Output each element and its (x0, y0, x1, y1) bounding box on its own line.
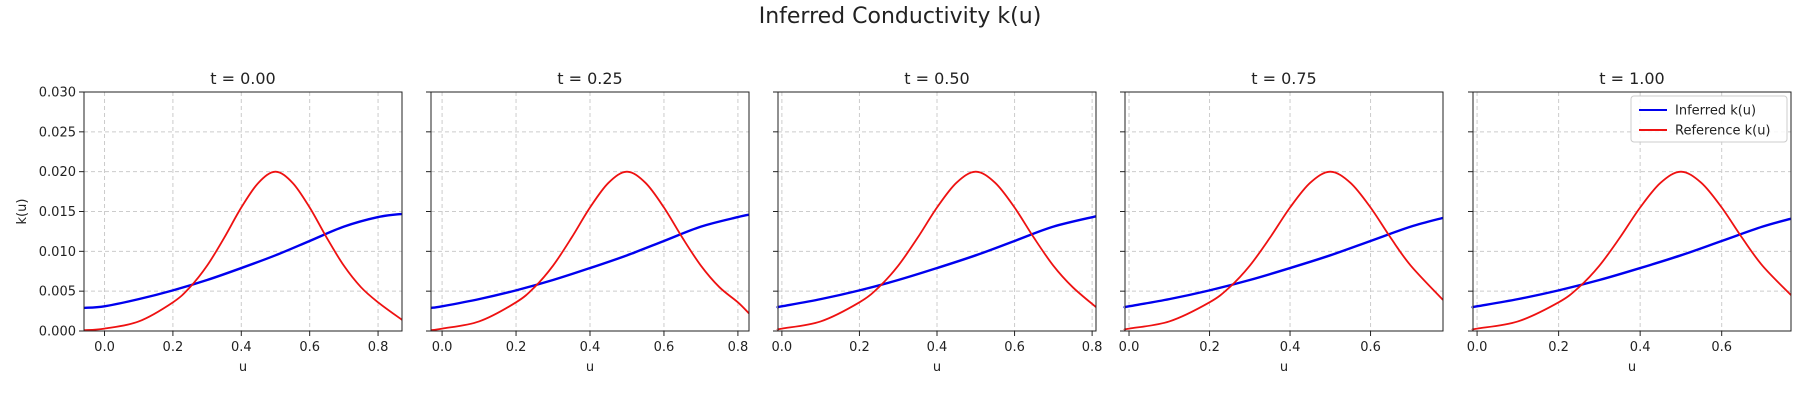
plot-area (84, 92, 402, 331)
x-tick-label: 0.6 (1711, 340, 1732, 355)
plot-frame (1124, 91, 1444, 332)
series-line-reference (1471, 170, 1792, 331)
x-tick-label: 0.2 (163, 340, 184, 355)
subplot-3: 0.0 0.2 0.4 0.6 t = 0.75 u (1119, 69, 1444, 375)
x-axis-label: u (933, 360, 941, 375)
subplot-title: t = 0.75 (1251, 69, 1316, 88)
legend-label: Inferred k(u) (1675, 104, 1756, 119)
x-tick-label: 0.0 (432, 340, 453, 355)
x-tick-label: 0.0 (772, 340, 793, 355)
figure-title: Inferred Conductivity k(u) (758, 4, 1042, 29)
x-tick-label: 0.0 (1119, 340, 1140, 355)
x-tick-label: 0.6 (1360, 340, 1381, 355)
subplot-title: t = 0.50 (904, 69, 969, 88)
x-tick-label: 0.2 (1548, 340, 1569, 355)
y-tick-label: 0.000 (39, 325, 76, 340)
y-tick-label: 0.025 (39, 125, 76, 140)
x-tick-label: 0.4 (1280, 340, 1301, 355)
plot-frame (777, 91, 1097, 332)
series-line-inferred (1471, 217, 1792, 309)
plot-frame (430, 91, 750, 332)
series-line-inferred (430, 213, 750, 310)
plot-frame (83, 91, 403, 332)
x-axis-label: u (1280, 360, 1288, 375)
x-tick-label: 0.4 (927, 340, 948, 355)
series-line-reference (83, 170, 403, 332)
x-tick-label: 0.4 (1630, 340, 1651, 355)
y-tick-label: 0.010 (39, 245, 76, 260)
y-axis-label: k(u) (15, 199, 30, 225)
series-line-inferred (1123, 216, 1444, 309)
series-line-reference (1123, 170, 1444, 331)
x-axis-label: u (239, 360, 247, 375)
legend-label: Reference k(u) (1675, 124, 1771, 139)
x-tick-label: 0.8 (1082, 340, 1103, 355)
series-line-inferred (776, 215, 1097, 309)
subplot-title: t = 0.25 (557, 69, 622, 88)
x-tick-label: 0.0 (94, 340, 115, 355)
y-tick-label: 0.020 (39, 165, 76, 180)
x-tick-label: 0.6 (1004, 340, 1025, 355)
x-tick-label: 0.4 (580, 340, 601, 355)
subplot-4: 0.0 0.2 0.4 0.6 t = 1.00 u Inferred k(u) Refere… (1467, 69, 1792, 375)
x-tick-label: 0.2 (506, 340, 527, 355)
x-tick-label: 0.0 (1467, 340, 1488, 355)
x-tick-label: 0.6 (299, 340, 320, 355)
legend-box (1630, 95, 1788, 143)
x-tick-label: 0.8 (368, 340, 389, 355)
series-line-reference (776, 170, 1097, 331)
subplot-0: 0.0 0.2 0.4 0.6 0.8 0.000 0.005 0.010 0.015 0.020… (15, 69, 403, 375)
x-axis-label: u (1628, 360, 1636, 375)
subplot-2: 0.0 0.2 0.4 0.6 0.8 t = 0.50 u (772, 69, 1103, 375)
y-tick-label: 0.005 (39, 285, 76, 300)
subplot-1: 0.0 0.2 0.4 0.6 0.8 t = 0.25 u (426, 69, 750, 375)
y-tick-label: 0.015 (39, 205, 76, 220)
x-tick-label: 0.4 (231, 340, 252, 355)
plot-frame (1472, 91, 1792, 332)
x-tick-label: 0.6 (654, 340, 675, 355)
series-line-reference (430, 170, 750, 332)
x-tick-label: 0.2 (1199, 340, 1220, 355)
series-line-inferred (83, 212, 403, 310)
y-tick-label: 0.030 (39, 86, 76, 101)
legend: Inferred k(u) Reference k(u) (1630, 95, 1788, 143)
x-axis-label: u (586, 360, 594, 375)
x-tick-label: 0.8 (728, 340, 749, 355)
plot-area (1125, 92, 1443, 331)
subplot-title: t = 1.00 (1599, 69, 1664, 88)
subplot-title: t = 0.00 (210, 69, 275, 88)
x-tick-label: 0.2 (849, 340, 870, 355)
